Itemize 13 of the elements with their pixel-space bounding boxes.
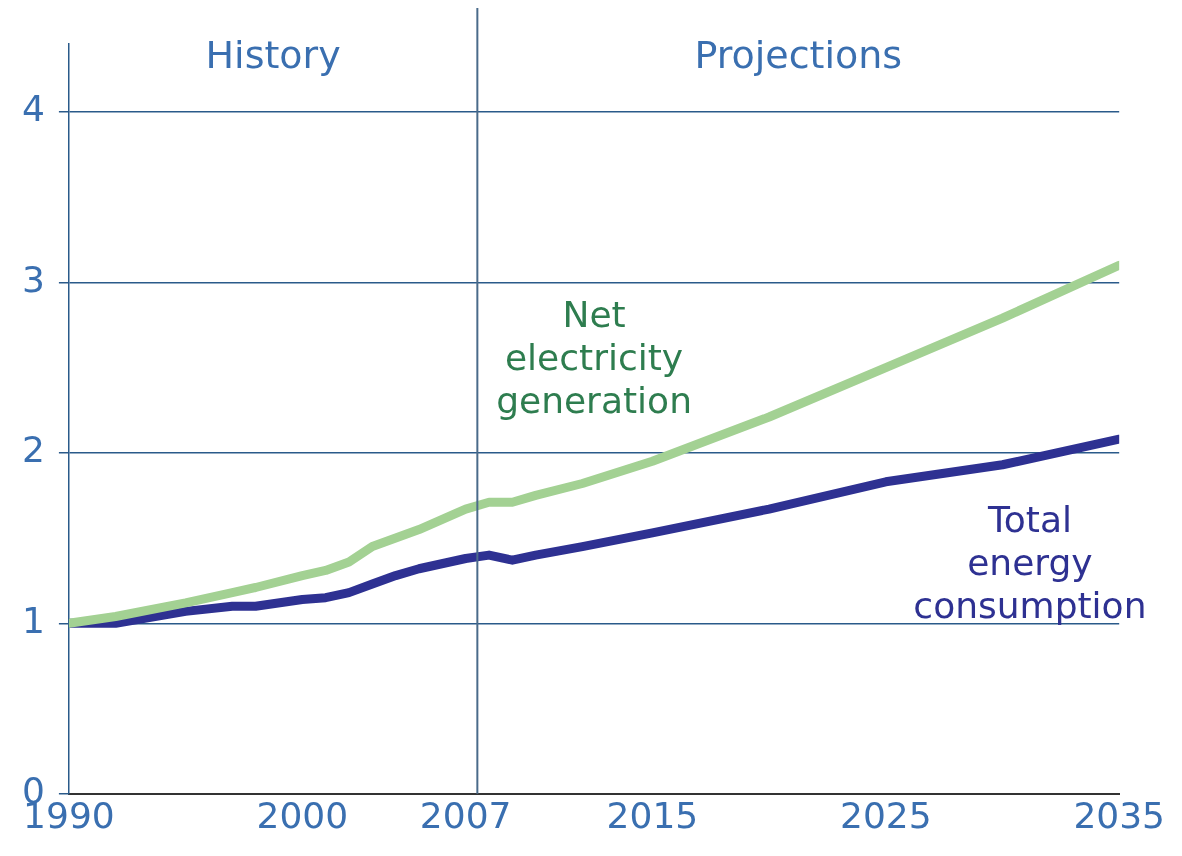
y-tick-label: 4 <box>22 88 45 130</box>
y-tick-label: 1 <box>22 599 45 641</box>
x-tick-label: 2025 <box>839 794 932 836</box>
x-tick-label: 2007 <box>419 794 512 836</box>
series-label: Net electricity generation <box>496 294 692 422</box>
y-tick-label: 2 <box>22 429 45 471</box>
x-tick-label: 2035 <box>1073 794 1165 836</box>
x-tick-label: 2000 <box>256 794 349 836</box>
y-tick-label: 3 <box>22 258 45 300</box>
annotation: History <box>205 32 341 77</box>
series-label: Total energy consumption <box>913 499 1147 627</box>
x-tick-label: 2015 <box>606 794 699 836</box>
annotation: Projections <box>694 32 903 77</box>
